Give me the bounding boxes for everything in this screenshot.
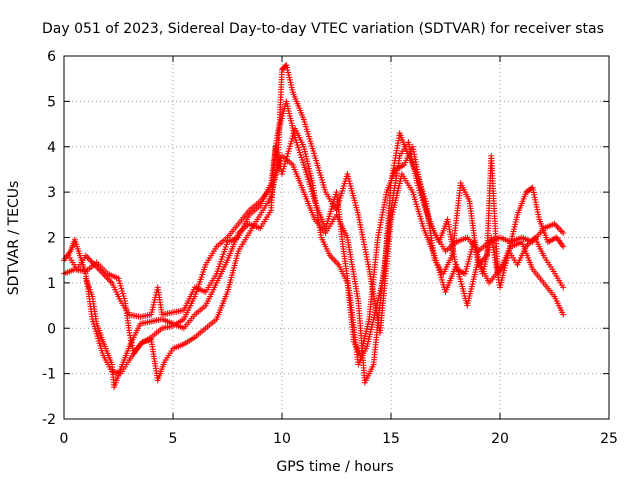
data-point	[289, 135, 296, 142]
data-point	[115, 275, 122, 282]
data-point	[279, 170, 285, 177]
data-point	[119, 290, 126, 297]
data-point	[116, 280, 123, 287]
x-tick-label: 10	[273, 431, 291, 447]
x-tick-label: 20	[491, 431, 509, 447]
series-track-d	[82, 125, 567, 391]
data-point	[286, 143, 293, 150]
data-point	[279, 168, 286, 175]
tick-layer: 0 5 10 15 20 25 -2 -1 0 1 2 3 4 5 6	[42, 49, 618, 447]
data-point	[117, 282, 124, 289]
data-point	[283, 155, 290, 162]
data-point	[560, 243, 567, 250]
data-point	[129, 345, 136, 352]
x-axis-label: GPS time / hours	[276, 459, 393, 475]
data-point	[288, 138, 295, 145]
data-point	[281, 160, 288, 167]
x-tick-label: 0	[60, 431, 69, 447]
data-point	[126, 329, 133, 336]
data-point	[285, 148, 292, 155]
data-point	[284, 150, 291, 157]
data-point	[399, 162, 406, 169]
y-tick-label: 2	[47, 231, 56, 247]
y-tick-label: 5	[47, 94, 56, 110]
y-tick-label: 0	[47, 321, 56, 337]
data-point	[116, 277, 123, 284]
data-point	[284, 153, 291, 160]
data-point	[118, 285, 125, 292]
y-tick-label: -2	[42, 412, 56, 428]
x-tick-label: 5	[169, 431, 178, 447]
y-axis-label: SDTVAR / TECUs	[6, 181, 22, 296]
x-tick-label: 25	[600, 431, 618, 447]
data-point	[552, 235, 559, 242]
data-point	[560, 311, 567, 318]
chart-title: Day 051 of 2023, Sidereal Day-to-day VTE…	[42, 21, 604, 37]
data-point	[287, 140, 294, 147]
data-layer	[61, 62, 567, 391]
y-tick-label: 4	[47, 140, 56, 156]
data-point	[281, 163, 288, 170]
x-tick-label: 15	[382, 431, 400, 447]
data-point	[282, 158, 289, 165]
data-point	[119, 287, 126, 294]
data-point	[286, 145, 293, 152]
data-point	[560, 284, 567, 291]
y-tick-label: 6	[47, 49, 56, 65]
y-tick-label: 1	[47, 276, 56, 292]
data-point	[290, 130, 297, 137]
data-point	[560, 229, 567, 236]
data-point	[280, 165, 287, 172]
data-point	[120, 292, 127, 299]
y-tick-label: -1	[42, 367, 56, 383]
y-tick-label: 3	[47, 185, 56, 201]
data-point	[289, 133, 296, 140]
